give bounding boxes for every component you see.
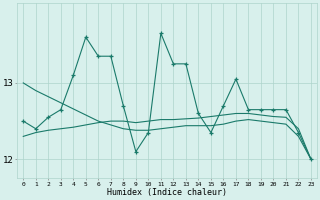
X-axis label: Humidex (Indice chaleur): Humidex (Indice chaleur) bbox=[107, 188, 227, 197]
